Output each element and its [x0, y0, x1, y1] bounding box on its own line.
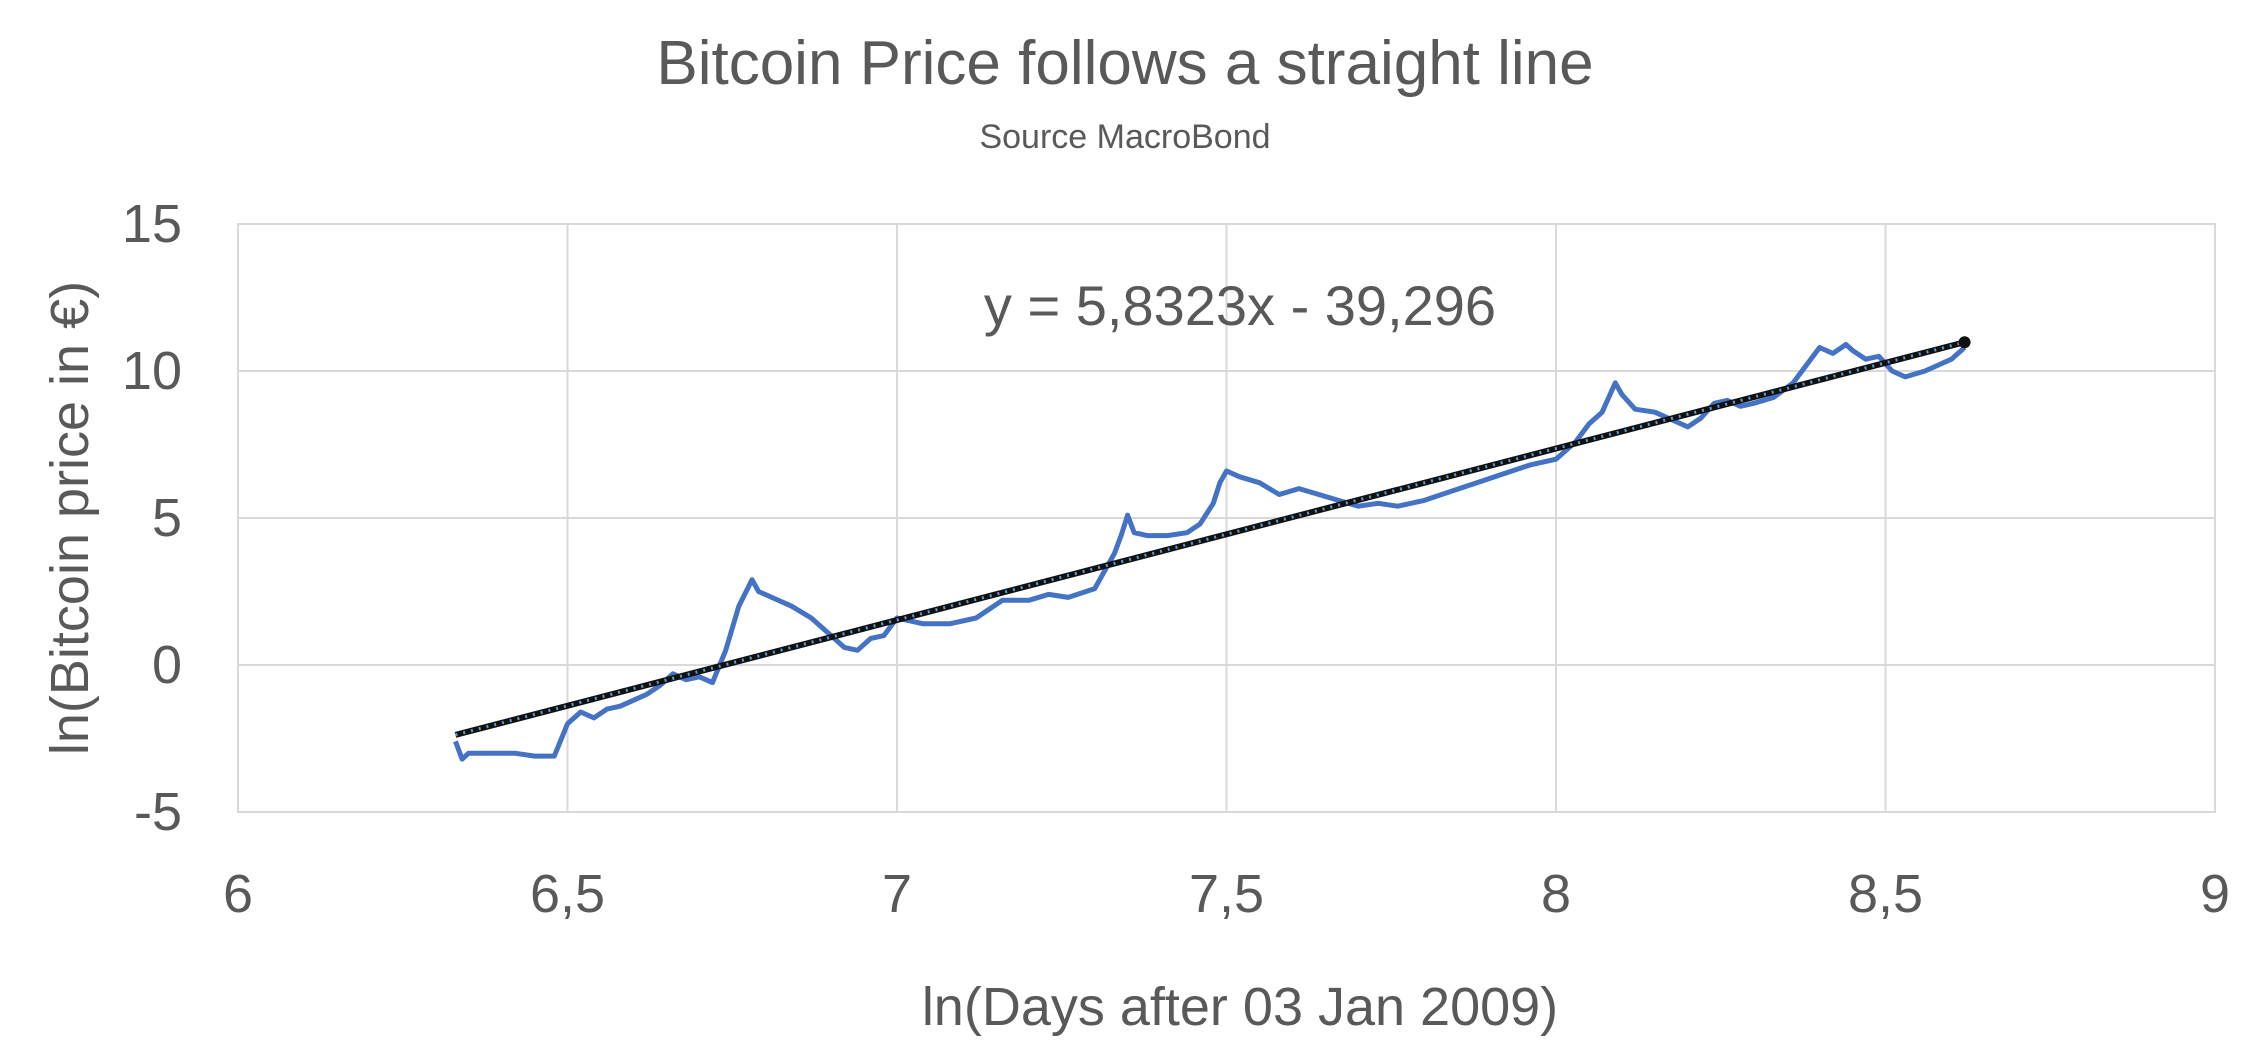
x-tick-label: 8 — [1541, 864, 1571, 924]
y-tick-label: -5 — [134, 782, 182, 842]
trendline-end-marker — [1958, 336, 1971, 349]
y-tick-label: 10 — [122, 341, 182, 401]
x-tick-label: 6,5 — [530, 864, 605, 924]
chart-subtitle: Source MacroBond — [979, 118, 1270, 156]
x-tick-label: 6 — [223, 864, 253, 924]
y-tick-label: 5 — [152, 488, 182, 548]
gridlines — [237, 223, 2216, 813]
y-tick-label: 0 — [152, 635, 182, 695]
y-tick-label: 15 — [122, 194, 182, 254]
x-axis-ticks: 6 6,5 7 7,5 8 8,5 9 — [223, 864, 2230, 924]
y-axis-ticks: -5 0 5 10 15 — [122, 194, 182, 842]
x-tick-label: 8,5 — [1848, 864, 1923, 924]
y-axis-title: ln(Bitcoin price in €) — [40, 281, 100, 755]
trendline — [454, 339, 1966, 738]
x-tick-label: 7,5 — [1189, 864, 1264, 924]
trendline-equation: y = 5,8323x - 39,296 — [984, 274, 1496, 337]
bitcoin-price-series — [453, 342, 1967, 762]
chart-title: Bitcoin Price follows a straight line — [656, 29, 1593, 98]
x-tick-label: 9 — [2200, 864, 2230, 924]
x-axis-title: ln(Days after 03 Jan 2009) — [922, 977, 1558, 1037]
x-tick-label: 7 — [882, 864, 912, 924]
